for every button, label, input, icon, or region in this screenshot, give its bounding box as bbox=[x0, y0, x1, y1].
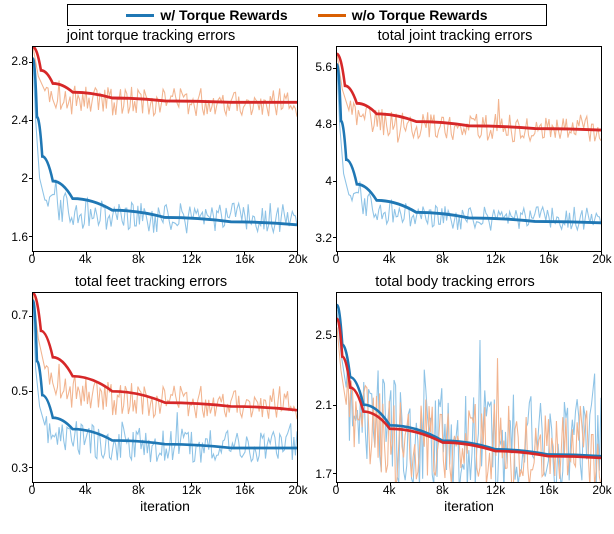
noise-line-blue bbox=[33, 62, 297, 234]
plot-box bbox=[32, 292, 298, 483]
y-axis: 3.2 4 4.8 5.6 bbox=[308, 46, 336, 252]
noise-line-blue bbox=[33, 304, 297, 462]
y-tick-label: 4 bbox=[325, 174, 332, 188]
plot-svg bbox=[337, 293, 601, 482]
y-tick-label: 2.5 bbox=[315, 328, 332, 342]
x-tick-label: 0 bbox=[333, 483, 340, 497]
panel-title: total feet tracking errors bbox=[4, 274, 298, 290]
plot-area: 1.7 2.1 2.5 bbox=[308, 292, 602, 483]
plot-area: 3.2 4 4.8 5.6 bbox=[308, 46, 602, 252]
x-tick-label: 4k bbox=[79, 483, 92, 497]
plot-box bbox=[336, 292, 602, 483]
panel-joint-torque: joint torque tracking errors 1.6 2 2.4 2.8 0 4… bbox=[4, 28, 298, 268]
x-axis: 04k8k12k16k20k bbox=[32, 483, 298, 499]
x-axis: 04k8k12k16k20k bbox=[336, 483, 602, 499]
noise-line-blue bbox=[337, 68, 601, 230]
smooth-line-blue bbox=[33, 59, 297, 225]
panel-title: joint torque tracking errors bbox=[4, 28, 298, 44]
x-axis-label: iteration bbox=[336, 498, 602, 514]
panel-title: total joint tracking errors bbox=[308, 28, 602, 44]
legend-label: w/o Torque Rewards bbox=[352, 7, 488, 23]
y-tick-label: 5.6 bbox=[315, 60, 332, 74]
x-tick-label: 8k bbox=[436, 483, 449, 497]
y-tick-label: 1.7 bbox=[315, 467, 332, 481]
plot-box bbox=[336, 46, 602, 252]
x-tick-label: 4k bbox=[383, 252, 396, 266]
x-tick-label: 16k bbox=[235, 252, 254, 266]
legend-item-without: w/o Torque Rewards bbox=[318, 7, 488, 23]
panel-total-joint: total joint tracking errors 3.2 4 4.8 5.6 0 4k… bbox=[308, 28, 602, 268]
x-tick-label: 8k bbox=[132, 252, 145, 266]
y-tick-label: 2.1 bbox=[315, 398, 332, 412]
x-tick-label: 0 bbox=[333, 252, 340, 266]
x-tick-label: 20k bbox=[288, 483, 307, 497]
x-tick-label: 12k bbox=[486, 483, 505, 497]
noise-line-orange bbox=[33, 47, 297, 117]
x-tick-label: 12k bbox=[182, 483, 201, 497]
legend-label: w/ Torque Rewards bbox=[160, 7, 287, 23]
plot-svg bbox=[33, 293, 297, 482]
x-tick-label: 4k bbox=[383, 483, 396, 497]
y-tick-label: 4.8 bbox=[315, 117, 332, 131]
x-tick-label: 4k bbox=[79, 252, 92, 266]
panel-title: total body tracking errors bbox=[308, 274, 602, 290]
x-tick-label: 0 bbox=[29, 483, 36, 497]
legend-swatch-orange bbox=[318, 14, 346, 17]
x-tick-label: 16k bbox=[539, 252, 558, 266]
smooth-line-blue bbox=[337, 305, 601, 456]
chart-grid: joint torque tracking errors 1.6 2 2.4 2.8 0 4… bbox=[0, 26, 614, 520]
legend-swatch-blue bbox=[126, 14, 154, 17]
y-axis: 1.6 2 2.4 2.8 bbox=[4, 46, 32, 252]
x-tick-label: 0 bbox=[29, 252, 36, 266]
noise-line-orange bbox=[33, 293, 297, 419]
x-tick-label: 12k bbox=[182, 252, 201, 266]
y-tick-label: 2 bbox=[21, 171, 28, 185]
y-tick-label: 3.2 bbox=[315, 231, 332, 245]
x-tick-label: 20k bbox=[288, 252, 307, 266]
y-tick-label: 2.4 bbox=[11, 113, 28, 127]
y-tick-label: 2.8 bbox=[11, 54, 28, 68]
x-tick-label: 20k bbox=[592, 483, 611, 497]
y-tick-label: 1.6 bbox=[11, 230, 28, 244]
x-axis: 04k8k12k16k20k bbox=[32, 252, 298, 268]
x-axis: 04k8k12k16k20k bbox=[336, 252, 602, 268]
plot-area: 1.6 2 2.4 2.8 bbox=[4, 46, 298, 252]
x-tick-label: 8k bbox=[436, 252, 449, 266]
x-tick-label: 16k bbox=[235, 483, 254, 497]
plot-svg bbox=[33, 47, 297, 251]
plot-svg bbox=[337, 47, 601, 251]
plot-area: 0.3 0.5 0.7 bbox=[4, 292, 298, 483]
legend-item-with: w/ Torque Rewards bbox=[126, 7, 287, 23]
legend: w/ Torque Rewards w/o Torque Rewards bbox=[67, 4, 547, 26]
x-tick-label: 20k bbox=[592, 252, 611, 266]
x-tick-label: 12k bbox=[486, 252, 505, 266]
y-tick-label: 0.5 bbox=[11, 384, 28, 398]
panel-total-feet: total feet tracking errors 0.3 0.5 0.7 0 4k 8k… bbox=[4, 274, 298, 514]
y-axis: 0.3 0.5 0.7 bbox=[4, 292, 32, 483]
y-tick-label: 0.3 bbox=[11, 461, 28, 475]
smooth-line-blue bbox=[337, 65, 601, 223]
y-axis: 1.7 2.1 2.5 bbox=[308, 292, 336, 483]
x-tick-label: 8k bbox=[132, 483, 145, 497]
panel-total-body: total body tracking errors 1.7 2.1 2.5 0 4k 8k… bbox=[308, 274, 602, 514]
x-axis-label: iteration bbox=[32, 498, 298, 514]
y-tick-label: 0.7 bbox=[11, 308, 28, 322]
plot-box bbox=[32, 46, 298, 252]
x-tick-label: 16k bbox=[539, 483, 558, 497]
